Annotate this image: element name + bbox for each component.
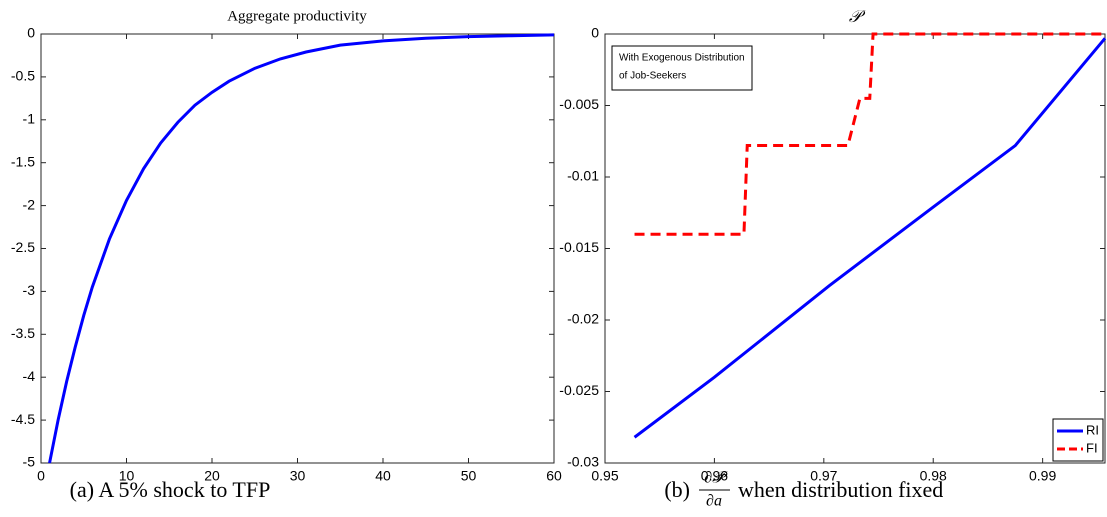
y-tick-label: 0 xyxy=(27,25,35,41)
legend-label: RI xyxy=(1086,422,1099,437)
y-tick-label: -0.015 xyxy=(559,239,599,255)
legend-box xyxy=(1052,418,1104,462)
y-tick-label: -5 xyxy=(23,454,36,470)
y-tick-label: -0.02 xyxy=(567,311,599,327)
annotation-box xyxy=(611,45,753,91)
x-tick-label: 0.99 xyxy=(1029,468,1056,484)
y-tick-label: -0.025 xyxy=(559,382,599,398)
plot-frame xyxy=(604,33,1106,464)
y-tick-label: -2.5 xyxy=(11,239,35,255)
x-tick-label: 10 xyxy=(119,468,135,484)
y-tick-label: -0.03 xyxy=(567,454,599,470)
x-tick-label: 40 xyxy=(375,468,391,484)
y-tick-label: -3 xyxy=(23,282,36,298)
y-tick-label: -0.01 xyxy=(567,168,599,184)
annotation: With Exogenous Distribution xyxy=(619,53,745,64)
line xyxy=(633,37,1107,439)
x-tick-label: 20 xyxy=(204,468,220,484)
x-tick-label: 0.97 xyxy=(810,468,837,484)
y-tick-label: -3.5 xyxy=(11,325,35,341)
legend-label: FI xyxy=(1086,440,1098,455)
plot-frame xyxy=(40,33,555,464)
y-tick-label: -1.5 xyxy=(11,153,35,169)
y-tick-label: -4 xyxy=(23,368,36,384)
y-tick-label: -0.005 xyxy=(559,96,599,112)
y-tick-label: 0 xyxy=(591,25,599,41)
y-tick-label: -4.5 xyxy=(11,411,35,427)
y-tick-label: -1 xyxy=(23,111,36,127)
x-tick-label: 30 xyxy=(290,468,306,484)
caption-denominator: ∂a xyxy=(706,493,722,510)
x-tick-label: 60 xyxy=(546,468,562,484)
x-tick-label: 0.96 xyxy=(701,468,728,484)
y-tick-label: -0.5 xyxy=(11,68,35,84)
x-tick-label: 50 xyxy=(461,468,477,484)
chart-title: Aggregate productivity xyxy=(227,8,367,24)
y-tick-label: -2 xyxy=(23,196,36,212)
x-tick-label: 0.95 xyxy=(591,468,618,484)
x-tick-label: 0 xyxy=(37,468,45,484)
line xyxy=(634,32,1105,236)
x-tick-label: 0.98 xyxy=(920,468,947,484)
chart-title: 𝒫 xyxy=(849,7,866,26)
caption: (a) A 5% shock to TFP xyxy=(70,477,271,502)
line xyxy=(48,33,555,464)
annotation: of Job-Seekers xyxy=(619,71,686,82)
caption-numerator: ∂𝒫 xyxy=(704,470,728,487)
caption: (b) xyxy=(664,477,690,502)
caption: when distribution fixed xyxy=(738,477,943,502)
